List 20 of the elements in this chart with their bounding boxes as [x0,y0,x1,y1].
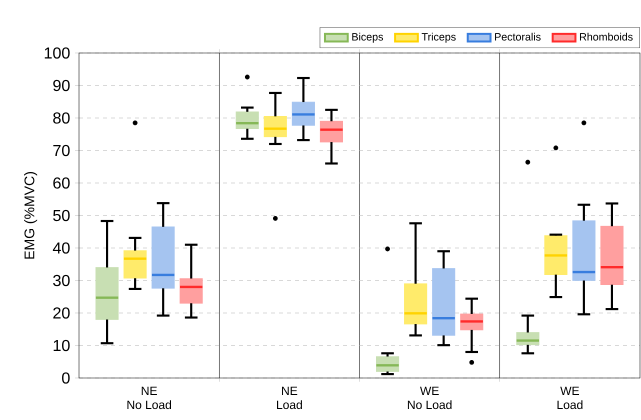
x-tick-label: WE Load [558,386,582,410]
y-tick-label: 30 [53,274,70,286]
y-tick-label: 10 [54,340,70,352]
legend-label: Pectoralis [495,32,541,41]
y-tick-label: 90 [53,80,70,92]
x-tick-label: WE No Load [408,386,452,410]
legend-label: Triceps [422,32,456,43]
y-tick-label: 70 [53,144,70,156]
y-tick-label: 100 [44,47,70,59]
y-tick-label: 40 [52,242,70,254]
y-tick-label: 0 [62,372,70,384]
y-axis-title: EMG (%MVC) [24,172,38,259]
x-tick-label: NE No Load [127,386,172,410]
y-tick-label: 50 [53,210,70,222]
legend-label: Rhomboids [580,32,633,41]
y-tick-label: 20 [53,307,70,319]
y-tick-label: 60 [53,177,70,189]
legend-label: Biceps [352,32,384,43]
y-tick-label: 80 [53,112,70,124]
x-tick-label: NE Load [277,386,302,410]
